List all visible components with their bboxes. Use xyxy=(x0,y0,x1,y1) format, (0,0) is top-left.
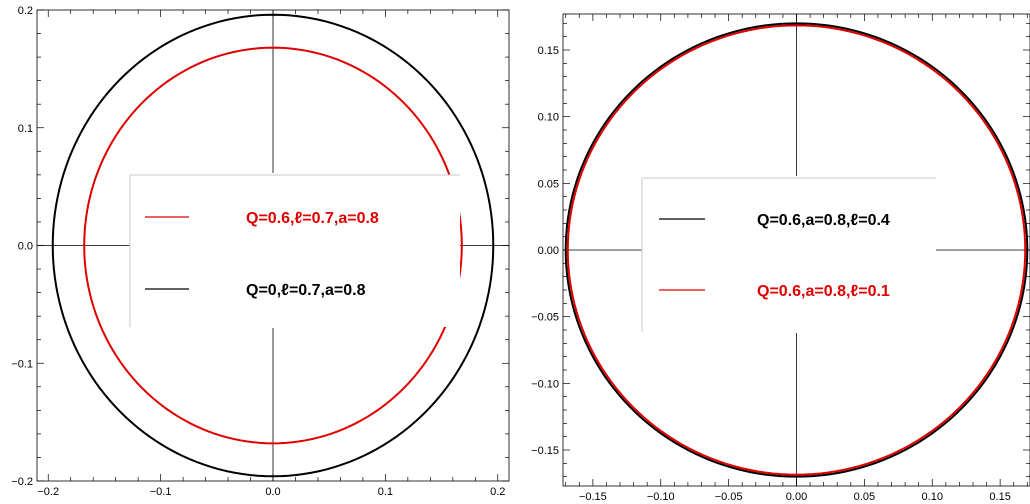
x-tick-label: 0.10 xyxy=(922,491,943,503)
y-tick-label: 0.00 xyxy=(538,245,559,257)
x-tick-label: 0.1 xyxy=(378,486,393,498)
x-tick-label: 0.00 xyxy=(786,491,807,503)
y-tick-label: −0.1 xyxy=(11,358,33,370)
x-tick-label: 0.15 xyxy=(989,491,1010,503)
y-tick-label: 0.1 xyxy=(18,123,33,135)
legend-box xyxy=(130,175,460,327)
y-tick-label: −0.15 xyxy=(531,445,559,457)
legend-label: Q=0.6,a=0.8,ℓ=0.4 xyxy=(757,212,890,229)
x-tick-label: −0.1 xyxy=(150,486,172,498)
series-curve-2 xyxy=(566,24,1027,476)
legend-label: Q=0.6,a=0.8,ℓ=0.1 xyxy=(757,283,890,300)
legend-box xyxy=(642,178,936,332)
y-tick-label: 0.05 xyxy=(538,178,559,190)
chart-panel-1: −0.2 −0.1 0.0 0.1 0.2 −0.2 −0.1 0.0 0.1 0.2 Q=0.6,… xyxy=(11,5,510,498)
x-tick-label: −0.10 xyxy=(647,491,675,503)
y-tick-label: 0.2 xyxy=(18,5,33,17)
x-tick-label: −0.2 xyxy=(37,486,59,498)
y-tick-label: −0.2 xyxy=(11,476,33,488)
legend-label: Q=0,ℓ=0.7,a=0.8 xyxy=(246,282,366,299)
x-tick-label: 0.2 xyxy=(490,486,505,498)
y-tick-label: −0.10 xyxy=(531,378,559,390)
x-tick-label: 0.0 xyxy=(265,486,280,498)
legend-label: Q=0.6,ℓ=0.7,a=0.8 xyxy=(246,210,379,227)
chart-panel-2: −0.15 −0.10 −0.05 0.00 0.05 0.10 0.15 −0.15 −0.1… xyxy=(531,13,1030,503)
x-tick-label: 0.05 xyxy=(854,491,875,503)
y-tick-label: 0.10 xyxy=(538,112,559,124)
y-tick-label: −0.05 xyxy=(531,312,559,324)
series-curve-2 xyxy=(51,13,495,478)
series-curve-1 xyxy=(83,46,463,445)
x-tick-label: −0.15 xyxy=(579,491,607,503)
x-tick-label: −0.05 xyxy=(715,491,743,503)
y-tick-label: 0.15 xyxy=(538,45,559,57)
series-curve-1 xyxy=(564,22,1029,478)
y-tick-label: 0.0 xyxy=(18,241,33,253)
